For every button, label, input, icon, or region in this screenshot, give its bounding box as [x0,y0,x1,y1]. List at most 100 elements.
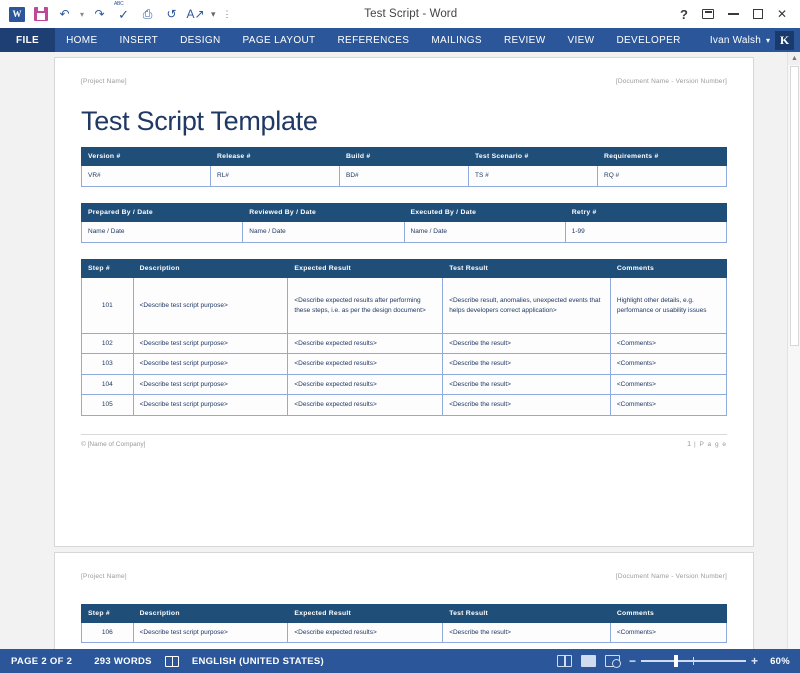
page-header: [Project Name] [Document Name - Version … [81,573,727,580]
tab-file[interactable]: FILE [0,28,56,52]
cell-executed-by[interactable]: Name / Date [403,221,566,243]
cell-expected-result[interactable]: <Describe expected results> [287,353,444,375]
zoom-level[interactable]: 60% [770,655,790,667]
cell-expected-result[interactable]: <Describe expected results> [287,394,444,416]
cell-test-result[interactable]: <Describe the result> [442,621,611,644]
zoom-out-button[interactable]: − [628,654,636,668]
test-steps-table: Step # Description Expected Result Test … [81,259,728,416]
ribbon-display-options-icon[interactable] [701,9,714,19]
minimize-button[interactable] [727,13,739,15]
cell-prepared-by[interactable]: Name / Date [80,221,244,243]
zoom-slider[interactable] [640,655,746,667]
tab-page-layout[interactable]: PAGE LAYOUT [242,34,316,46]
tab-review[interactable]: REVIEW [503,34,546,46]
cell-step-number[interactable]: 101 [81,277,134,334]
table-row[interactable]: 101 <Describe test script purpose> <Desc… [81,277,728,334]
cell-expected-result[interactable]: <Describe expected results> [287,621,444,644]
cell-description[interactable]: <Describe test script purpose> [132,353,289,375]
tab-mailings[interactable]: MAILINGS [431,34,482,46]
tab-references[interactable]: REFERENCES [337,34,410,46]
cell-comments[interactable]: Highlight other details, e.g. performanc… [609,277,728,334]
redo-icon[interactable]: ↷ [94,7,105,21]
table-row[interactable]: 102 <Describe test script purpose> <Desc… [81,332,728,355]
cell-version[interactable]: VR# [81,165,211,187]
cell-step-number[interactable]: 102 [81,332,134,355]
language-indicator[interactable]: ENGLISH (UNITED STATES) [191,655,324,667]
cell-step-number[interactable]: 103 [81,353,134,375]
user-name-label[interactable]: Ivan Walsh [709,34,761,46]
cell-test-result[interactable]: <Describe the result> [442,353,611,375]
page-header: [Project Name] [Document Name - Version … [81,78,727,85]
proofing-errors-icon[interactable] [164,655,179,667]
cell-step-number[interactable]: 105 [81,394,134,416]
close-button[interactable]: ✕ [776,7,787,21]
tab-insert[interactable]: INSERT [119,34,159,46]
cell-description[interactable]: <Describe test script purpose> [132,332,289,355]
table-row[interactable]: 106 <Describe test script purpose> <Desc… [81,621,728,644]
cell-step-number[interactable]: 106 [81,621,134,644]
table-row[interactable]: Name / Date Name / Date Name / Date 1-99 [80,221,728,243]
undo-icon[interactable]: ↶ [59,7,70,21]
cell-comments[interactable]: <Comments> [609,621,728,644]
word-count[interactable]: 293 WORDS [94,655,152,667]
cell-build[interactable]: BD# [339,165,469,187]
avatar[interactable]: K [775,30,794,50]
page-indicator[interactable]: PAGE 2 OF 2 [11,655,73,667]
vertical-scrollbar[interactable]: ▲ [787,52,800,649]
format-painter-icon[interactable]: A↗ [186,7,205,21]
cell-description[interactable]: <Describe test script purpose> [132,394,289,416]
cell-comments[interactable]: <Comments> [609,373,728,396]
table-row[interactable]: 105 <Describe test script purpose> <Desc… [81,394,728,416]
spelling-check-icon[interactable]: ABC ✓ [114,0,129,22]
cell-test-result[interactable]: <Describe the result> [442,332,611,355]
cell-release[interactable]: RL# [210,165,340,187]
col-step: Step # [81,259,134,278]
scrollbar-thumb[interactable] [790,66,799,346]
cell-reviewed-by[interactable]: Name / Date [242,221,405,243]
zoom-slider-handle[interactable] [673,655,678,667]
header-spacer [81,580,727,604]
zoom-slider-midpoint [692,657,695,665]
cell-comments[interactable]: <Comments> [609,394,728,416]
help-button[interactable]: ? [679,6,688,22]
tab-developer[interactable]: DEVELOPER [616,34,681,46]
cell-retry[interactable]: 1-99 [564,221,728,243]
cell-comments[interactable]: <Comments> [609,353,728,375]
repeat-icon[interactable]: ↺ [166,7,177,21]
cell-step-number[interactable]: 104 [81,373,134,396]
web-layout-icon[interactable] [604,655,621,668]
qat-dropdown-icon[interactable]: ▾ [211,8,216,19]
undo-dropdown-icon[interactable]: ▾ [80,9,85,19]
object-icon[interactable]: ⎙ [142,7,153,21]
cell-description[interactable]: <Describe test script purpose> [132,373,289,396]
tab-design[interactable]: DESIGN [180,34,221,46]
cell-expected-result[interactable]: <Describe expected results after perform… [287,277,444,334]
cell-requirements[interactable]: RQ # [597,165,727,187]
cell-test-result[interactable]: <Describe the result> [442,394,611,416]
table-header-row: Step # Description Expected Result Test … [81,604,728,623]
table-row[interactable]: 104 <Describe test script purpose> <Desc… [81,373,728,396]
zoom-in-button[interactable]: + [750,654,758,668]
cell-test-result[interactable]: <Describe the result> [442,373,611,396]
read-mode-icon[interactable] [556,655,572,667]
document-workspace[interactable]: [Project Name] [Document Name - Version … [0,52,800,649]
tab-view[interactable]: VIEW [567,34,595,46]
cell-test-scenario[interactable]: TS # [468,165,598,187]
cell-description[interactable]: <Describe test script purpose> [132,277,289,334]
table-row[interactable]: VR# RL# BD# TS # RQ # [81,165,727,187]
cell-description[interactable]: <Describe test script purpose> [132,621,289,644]
cell-test-result[interactable]: <Describe result, anomalies, unexpected … [442,277,611,334]
cell-expected-result[interactable]: <Describe expected results> [287,332,444,355]
cell-expected-result[interactable]: <Describe expected results> [287,373,444,396]
scroll-up-icon[interactable]: ▲ [788,52,800,65]
customize-qat-icon[interactable]: ⋮ [222,8,232,19]
save-icon[interactable] [32,6,49,23]
maximize-button[interactable] [752,9,763,19]
cell-comments[interactable]: <Comments> [609,332,728,355]
print-layout-icon[interactable] [580,655,596,667]
word-logo-icon[interactable]: W [9,6,25,22]
chevron-down-icon[interactable]: ▾ [765,35,770,45]
table-row[interactable]: 103 <Describe test script purpose> <Desc… [81,353,728,375]
page-title: Test Script Template [81,106,318,136]
tab-home[interactable]: HOME [66,34,98,46]
